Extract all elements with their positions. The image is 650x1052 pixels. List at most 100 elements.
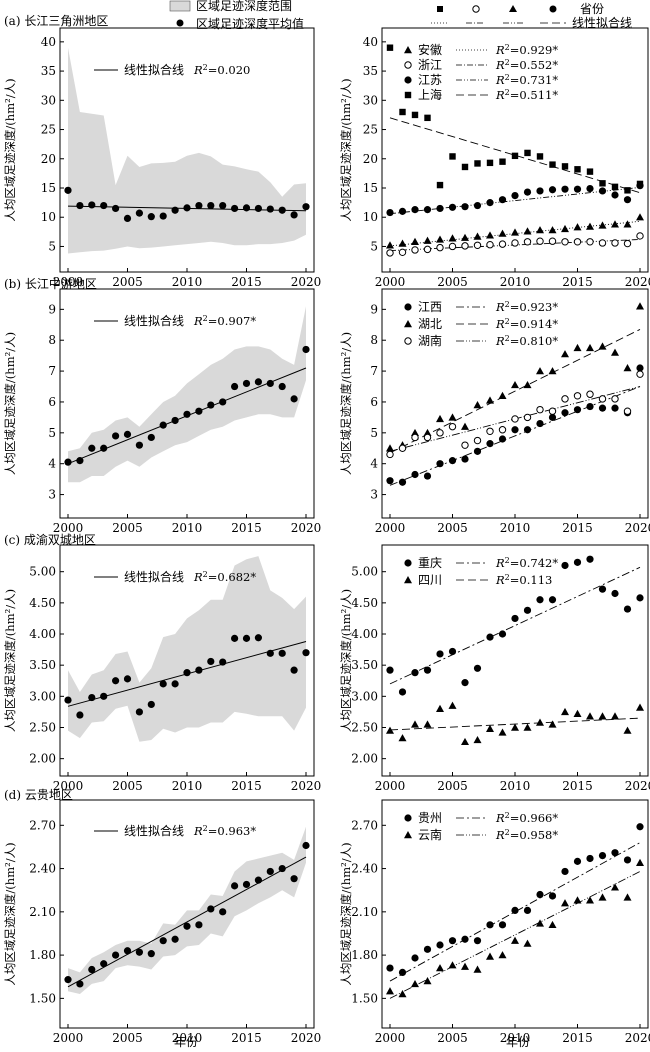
data-point xyxy=(511,415,519,423)
data-point xyxy=(623,726,632,734)
legend-series-name: 湖北 xyxy=(418,316,442,331)
mean-point xyxy=(183,204,191,212)
data-point xyxy=(536,596,544,604)
mean-point xyxy=(171,680,179,688)
legend-fit-label: 线性拟合线 xyxy=(124,823,184,838)
mean-point xyxy=(302,841,310,850)
data-point xyxy=(573,406,582,414)
data-point xyxy=(386,964,394,972)
y-axis-label: 人均区域足迹深度/(hm²/人) xyxy=(339,78,353,221)
legend-series-name: 重庆 xyxy=(418,556,442,570)
data-point xyxy=(536,919,544,927)
data-point xyxy=(548,920,557,929)
mean-point xyxy=(64,976,72,984)
x-tick-label: 2005 xyxy=(437,779,468,793)
data-point xyxy=(548,596,557,604)
data-point xyxy=(523,380,532,389)
legend-r2-label: R2=0.020 xyxy=(193,63,250,77)
x-tick-label: 2000 xyxy=(53,1031,84,1045)
range-band xyxy=(68,47,306,254)
data-point xyxy=(536,718,544,726)
panel-title: (d) 云贵地区 xyxy=(4,788,73,802)
data-point xyxy=(623,196,632,204)
data-point xyxy=(511,380,519,389)
data-point xyxy=(498,391,507,399)
mean-point xyxy=(88,444,96,452)
legend-series-name: 浙江 xyxy=(418,58,442,72)
mean-point xyxy=(123,430,132,438)
y-tick-label: 2.40 xyxy=(351,862,378,876)
mean-point xyxy=(231,634,239,642)
data-point xyxy=(398,248,407,257)
data-point xyxy=(598,342,607,350)
legend-r2-label: R2=0.907* xyxy=(193,314,256,328)
x-tick-label: 2015 xyxy=(231,275,262,289)
data-point xyxy=(561,899,569,907)
y-tick-label: 2.00 xyxy=(351,752,378,766)
legend-fit-label: 线性拟合线 xyxy=(124,569,184,584)
y-tick-label: 35 xyxy=(41,64,56,78)
data-point xyxy=(486,952,494,960)
mean-point xyxy=(76,201,84,210)
x-tick-label: 2020 xyxy=(625,779,650,793)
x-tick-label: 2005 xyxy=(112,521,143,535)
x-tick-label: 2000 xyxy=(375,779,406,793)
data-point xyxy=(411,206,419,214)
legend-r2-label: R2=0.682* xyxy=(193,570,256,584)
data-point xyxy=(386,44,394,51)
x-tick-label: 2020 xyxy=(625,275,650,289)
data-point xyxy=(561,395,569,403)
mean-point xyxy=(88,693,96,702)
data-point xyxy=(386,987,394,995)
data-point xyxy=(586,168,594,175)
data-point xyxy=(498,630,507,638)
data-point xyxy=(461,233,469,241)
data-point xyxy=(386,450,394,459)
legend-marker xyxy=(404,576,412,584)
y-tick-label: 5 xyxy=(48,426,56,440)
data-point xyxy=(511,426,519,434)
data-point xyxy=(536,405,544,414)
chart-b-right: 江西 R2=0.923* 湖北 R2=0.914* 湖南 R2=0.810* 2000 200… xyxy=(339,288,650,535)
mean-point xyxy=(219,908,227,916)
mean-point xyxy=(64,696,72,704)
data-point xyxy=(448,422,457,431)
data-point xyxy=(411,433,419,442)
legend-province-label: 省份 xyxy=(580,2,604,16)
data-point xyxy=(461,679,469,687)
mean-point xyxy=(254,876,262,884)
data-point xyxy=(398,239,407,247)
data-point xyxy=(623,364,632,372)
data-point xyxy=(498,951,507,959)
data-point xyxy=(636,858,644,867)
legend-r2-label: R2=0.511* xyxy=(495,88,558,102)
data-point xyxy=(386,241,394,249)
data-point xyxy=(386,726,394,734)
mean-point xyxy=(123,675,132,683)
data-point xyxy=(436,941,444,949)
legend-marker xyxy=(404,337,412,345)
data-point xyxy=(636,823,644,831)
data-point xyxy=(398,968,407,977)
data-point xyxy=(498,921,507,929)
data-point xyxy=(448,647,457,656)
mean-point xyxy=(64,186,72,194)
legend-r2-label: R2=0.914* xyxy=(495,317,558,331)
legend-series-name: 安徽 xyxy=(418,42,442,57)
legend-r2-label: R2=0.966* xyxy=(495,811,558,825)
data-point xyxy=(486,396,494,404)
data-point xyxy=(423,472,432,480)
data-point xyxy=(573,392,582,400)
data-point xyxy=(398,688,407,696)
data-point xyxy=(636,213,644,221)
data-point xyxy=(398,734,407,742)
legend-series-name: 江西 xyxy=(418,300,442,314)
data-point xyxy=(511,906,519,914)
y-tick-label: 10 xyxy=(363,210,378,224)
mean-point xyxy=(112,951,120,959)
x-tick-label: 2005 xyxy=(437,1031,468,1045)
legend-fit-label: 线性拟合线 xyxy=(572,15,632,30)
mean-point xyxy=(195,666,203,674)
data-point xyxy=(598,395,607,403)
